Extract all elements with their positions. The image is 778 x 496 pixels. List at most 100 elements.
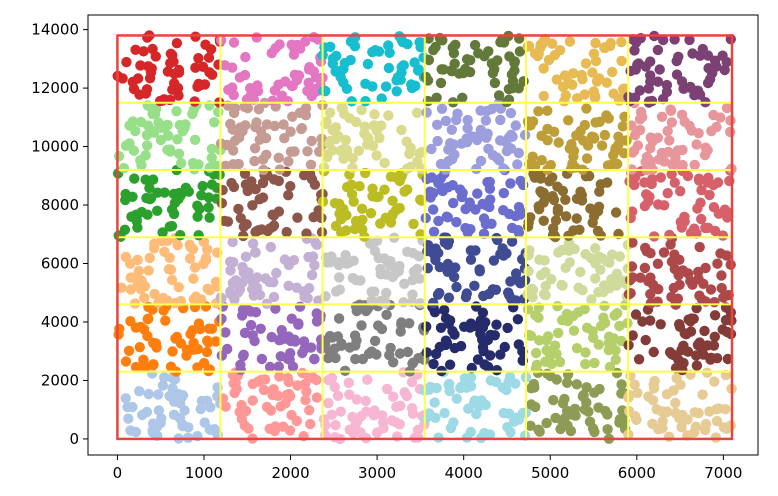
scatter-point	[339, 57, 351, 69]
scatter-point	[130, 125, 141, 137]
scatter-point	[676, 344, 687, 356]
scatter-point	[271, 267, 282, 279]
scatter-point	[257, 154, 269, 165]
scatter-point	[533, 424, 544, 435]
scatter-point	[143, 265, 154, 276]
scatter-point	[664, 135, 675, 146]
scatter-point	[498, 163, 509, 174]
scatter-point	[689, 159, 700, 171]
scatter-point	[206, 143, 218, 155]
scatter-point	[513, 147, 524, 159]
scatter-point	[302, 146, 313, 157]
scatter-point	[425, 192, 436, 203]
scatter-point	[199, 79, 211, 90]
scatter-point	[183, 422, 194, 433]
scatter-point	[515, 175, 526, 187]
scatter-point	[321, 257, 333, 268]
scatter-point	[593, 339, 604, 350]
scatter-point	[640, 334, 651, 346]
scatter-point	[616, 379, 627, 390]
scatter-point	[192, 343, 203, 355]
scatter-point	[501, 248, 512, 259]
scatter-point	[401, 136, 412, 147]
scatter-point	[560, 262, 571, 273]
scatter-point	[488, 255, 500, 266]
scatter-point	[579, 119, 590, 131]
y-tick-label: 12000	[31, 79, 79, 97]
scatter-point	[204, 364, 215, 375]
scatter-point	[431, 92, 442, 104]
scatter-point	[640, 242, 651, 254]
scatter-point	[243, 267, 254, 278]
scatter-point	[153, 389, 164, 400]
scatter-point	[169, 78, 180, 89]
scatter-point	[228, 257, 239, 268]
y-tick-label: 6000	[41, 255, 79, 273]
scatter-point	[187, 244, 199, 255]
scatter-point	[359, 121, 370, 132]
scatter-point	[408, 357, 419, 368]
x-tick-label: 2000	[271, 464, 309, 482]
scatter-point	[307, 251, 319, 262]
y-tick-label: 2000	[41, 371, 79, 389]
scatter-point	[588, 332, 599, 343]
scatter-point	[674, 412, 685, 424]
scatter-point	[285, 126, 296, 137]
scatter-point	[148, 174, 159, 185]
scatter-point	[376, 93, 387, 104]
scatter-point	[711, 61, 722, 72]
scatter-point	[556, 244, 568, 256]
scatter-point	[721, 250, 732, 261]
scatter-point	[579, 303, 590, 315]
scatter-point	[346, 96, 357, 107]
scatter-point	[647, 418, 658, 429]
scatter-point	[540, 266, 551, 278]
scatter-point	[469, 280, 480, 291]
scatter-point	[315, 313, 326, 324]
scatter-point	[553, 327, 564, 339]
scatter-point	[360, 96, 371, 107]
scatter-point	[120, 356, 132, 367]
scatter-point	[551, 374, 562, 385]
scatter-point	[428, 226, 440, 237]
scatter-point	[592, 206, 604, 217]
scatter-point	[666, 159, 678, 170]
scatter-point	[304, 283, 315, 294]
scatter-point	[247, 395, 258, 406]
scatter-point	[655, 172, 666, 183]
scatter-point	[512, 159, 523, 170]
scatter-point	[289, 146, 300, 157]
scatter-point	[438, 64, 449, 75]
scatter-point	[149, 288, 160, 300]
scatter-point	[387, 195, 398, 206]
scatter-point	[331, 50, 342, 62]
scatter-point	[330, 352, 341, 364]
scatter-point	[440, 115, 452, 127]
scatter-point	[356, 104, 367, 116]
scatter-point	[676, 422, 687, 433]
scatter-point	[528, 378, 539, 390]
scatter-point	[196, 294, 207, 305]
scatter-point	[462, 123, 473, 134]
scatter-point	[505, 143, 517, 154]
scatter-point	[455, 340, 467, 352]
scatter-point	[294, 107, 306, 119]
scatter-point	[213, 106, 224, 118]
scatter-point	[444, 359, 456, 370]
scatter-point	[472, 188, 483, 199]
scatter-point	[448, 197, 459, 209]
scatter-point	[163, 264, 175, 275]
scatter-point	[130, 426, 142, 438]
scatter-point	[203, 202, 214, 213]
scatter-point	[297, 367, 308, 379]
scatter-point	[398, 297, 409, 308]
scatter-point	[149, 108, 161, 120]
scatter-point	[437, 35, 448, 46]
scatter-point	[659, 156, 670, 167]
scatter-point	[570, 410, 581, 421]
x-tick-label: 4000	[445, 464, 483, 482]
bounding-box	[116, 34, 734, 441]
scatter-point	[270, 303, 281, 314]
scatter-point	[129, 173, 140, 184]
scatter-point	[581, 322, 593, 333]
